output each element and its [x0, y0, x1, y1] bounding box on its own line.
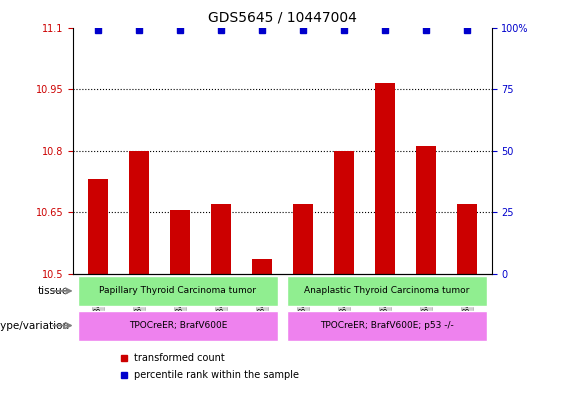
- Text: percentile rank within the sample: percentile rank within the sample: [134, 369, 299, 380]
- Text: TPOCreER; BrafV600E: TPOCreER; BrafV600E: [129, 321, 227, 330]
- FancyBboxPatch shape: [77, 310, 279, 341]
- Bar: [88, 179, 108, 274]
- FancyBboxPatch shape: [77, 276, 279, 307]
- FancyBboxPatch shape: [286, 310, 488, 341]
- Bar: [375, 83, 396, 274]
- Text: Papillary Thyroid Carcinoma tumor: Papillary Thyroid Carcinoma tumor: [99, 286, 257, 296]
- Bar: [252, 259, 272, 274]
- Bar: [211, 204, 231, 274]
- Bar: [129, 151, 149, 274]
- Text: TPOCreER; BrafV600E; p53 -/-: TPOCreER; BrafV600E; p53 -/-: [320, 321, 454, 330]
- Text: tissue: tissue: [38, 286, 69, 296]
- Title: GDS5645 / 10447004: GDS5645 / 10447004: [208, 11, 357, 25]
- FancyBboxPatch shape: [286, 276, 488, 307]
- Text: Anaplastic Thyroid Carcinoma tumor: Anaplastic Thyroid Carcinoma tumor: [305, 286, 470, 296]
- Bar: [334, 151, 354, 274]
- Bar: [293, 204, 313, 274]
- Bar: [416, 147, 436, 274]
- Text: transformed count: transformed count: [134, 353, 225, 363]
- Bar: [170, 210, 190, 274]
- Bar: [457, 204, 477, 274]
- Text: genotype/variation: genotype/variation: [0, 321, 69, 331]
